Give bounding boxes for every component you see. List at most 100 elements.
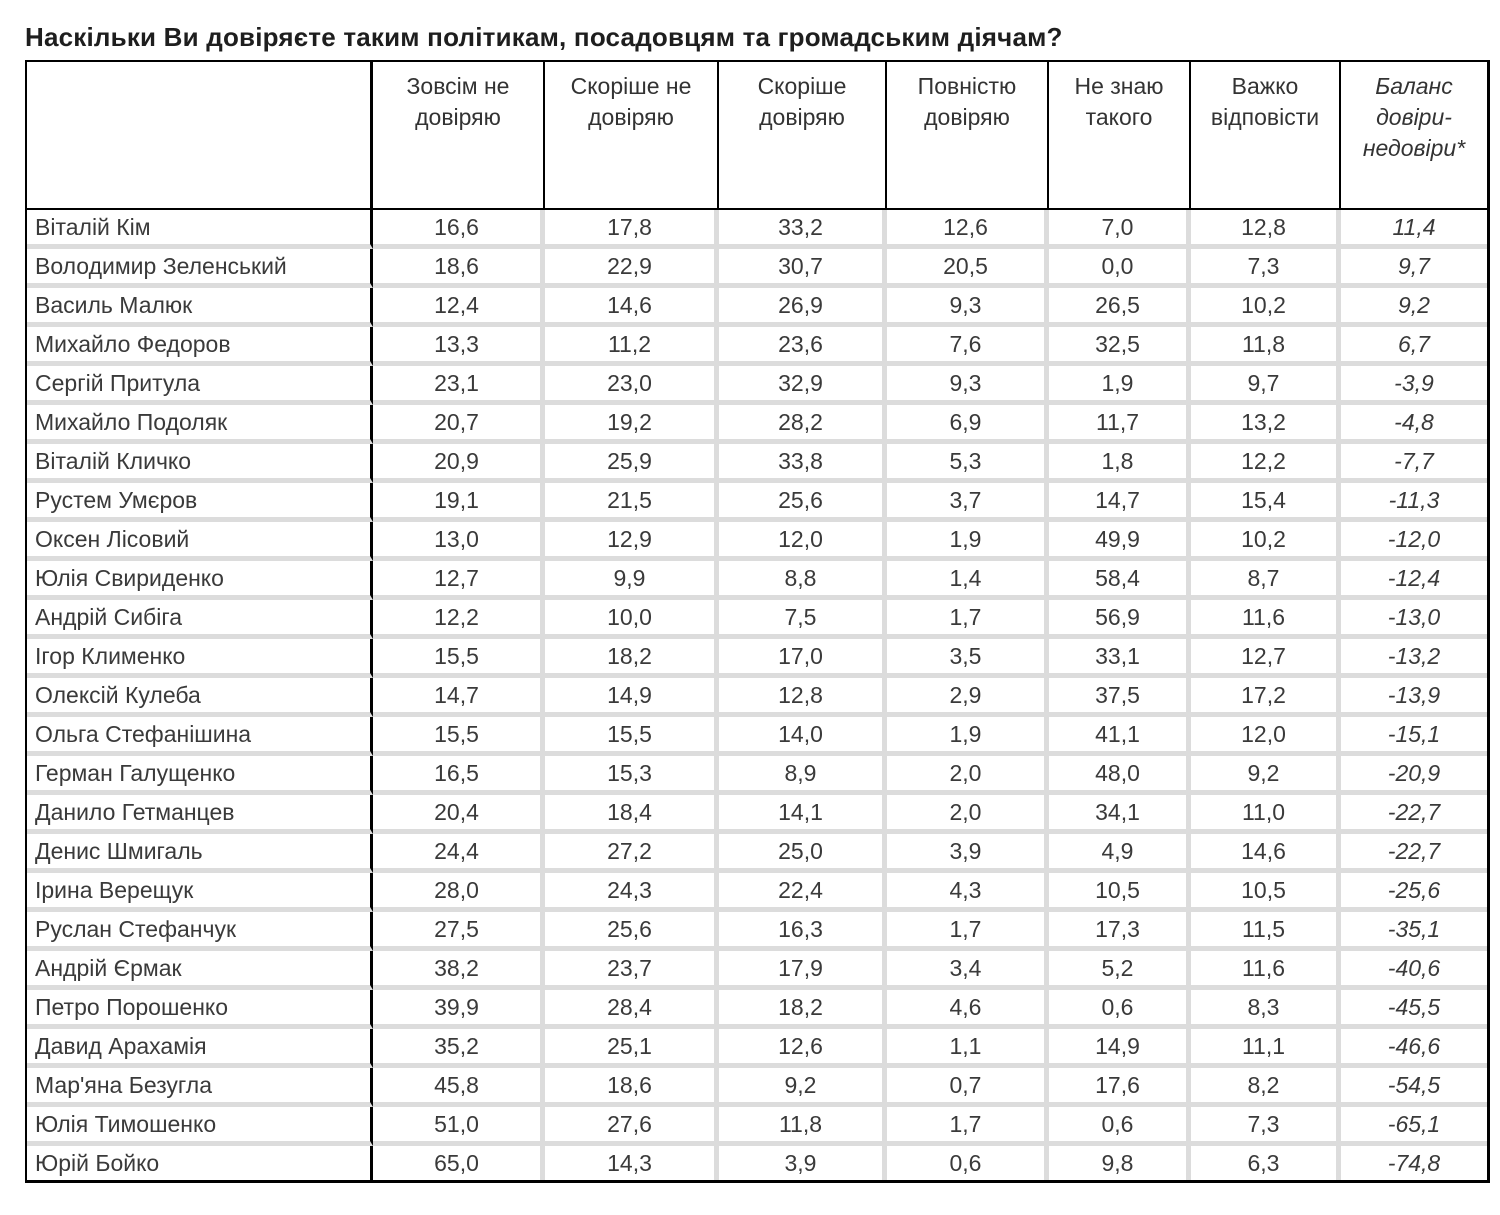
- balance-value-cell: -3,9: [1341, 366, 1487, 405]
- balance-value-cell: -11,3: [1341, 483, 1487, 522]
- value-cell: 1,8: [1049, 444, 1191, 483]
- trust-table: Зовсім не довіряю Скоріше не довіряю Скорі…: [25, 60, 1490, 1183]
- table-row: Денис Шмигаль 24,4 27,2 25,0 3,9 4,9 14,6 -22,7: [27, 834, 1487, 873]
- value-cell: 4,6: [887, 990, 1049, 1029]
- row-name: Давид Арахамія: [27, 1029, 373, 1068]
- row-name: Герман Галущенко: [27, 756, 373, 795]
- value-cell: 9,7: [1191, 366, 1341, 405]
- table-row: Руслан Стефанчук 27,5 25,6 16,3 1,7 17,3 11,5-…: [27, 912, 1487, 951]
- value-cell: 18,4: [545, 795, 719, 834]
- value-cell: 22,4: [719, 873, 887, 912]
- row-name: Віталій Кличко: [27, 444, 373, 483]
- value-cell: 14,0: [719, 717, 887, 756]
- balance-value-cell: -40,6: [1341, 951, 1487, 990]
- value-cell: 0,6: [887, 1146, 1049, 1180]
- balance-value-cell: -4,8: [1341, 405, 1487, 444]
- value-cell: 28,0: [373, 873, 545, 912]
- value-cell: 14,9: [1049, 1029, 1191, 1068]
- value-cell: 8,2: [1191, 1068, 1341, 1107]
- balance-value-cell: -22,7: [1341, 795, 1487, 834]
- value-cell: 18,6: [545, 1068, 719, 1107]
- value-cell: 28,4: [545, 990, 719, 1029]
- table-row: Володимир Зеленський 18,6 22,9 30,7 20,5 0,0 7…: [27, 249, 1487, 288]
- value-cell: 11,6: [1191, 600, 1341, 639]
- value-cell: 58,4: [1049, 561, 1191, 600]
- value-cell: 9,3: [887, 288, 1049, 327]
- value-cell: 10,2: [1191, 522, 1341, 561]
- value-cell: 9,2: [1191, 756, 1341, 795]
- value-cell: 18,2: [545, 639, 719, 678]
- balance-value-cell: -13,0: [1341, 600, 1487, 639]
- table-row: Михайло Федоров 13,3 11,2 23,6 7,6 32,5 11,8 6,…: [27, 327, 1487, 366]
- row-name: Юлія Тимошенко: [27, 1107, 373, 1146]
- row-name: Михайло Подоляк: [27, 405, 373, 444]
- row-name: Володимир Зеленський: [27, 249, 373, 288]
- value-cell: 11,6: [1191, 951, 1341, 990]
- value-cell: 1,7: [887, 1107, 1049, 1146]
- value-cell: 23,6: [719, 327, 887, 366]
- table-row: Юлія Тимошенко 51,0 27,6 11,8 1,7 0,6 7,3 -65,1: [27, 1107, 1487, 1146]
- table-row: Юлія Свириденко 12,7 9,9 8,8 1,4 58,4 8,7 -12,4: [27, 561, 1487, 600]
- table-row: Андрій Єрмак 38,2 23,7 17,9 3,4 5,2 11,6 -40,6: [27, 951, 1487, 990]
- value-cell: 14,7: [1049, 483, 1191, 522]
- value-cell: 4,3: [887, 873, 1049, 912]
- value-cell: 18,6: [373, 249, 545, 288]
- value-cell: 21,5: [545, 483, 719, 522]
- value-cell: 12,2: [1191, 444, 1341, 483]
- table-row: Віталій Кличко 20,9 25,9 33,8 5,3 1,8 12,2 -7,7: [27, 444, 1487, 483]
- balance-value-cell: -54,5: [1341, 1068, 1487, 1107]
- row-name: Рустем Умєров: [27, 483, 373, 522]
- value-cell: 20,7: [373, 405, 545, 444]
- balance-value-cell: -22,7: [1341, 834, 1487, 873]
- balance-value-cell: -12,4: [1341, 561, 1487, 600]
- table-row: Сергій Притула 23,1 23,0 32,9 9,3 1,9 9,7 -3,9: [27, 366, 1487, 405]
- value-cell: 3,9: [719, 1146, 887, 1180]
- table-row: Рустем Умєров 19,1 21,5 25,6 3,7 14,7 15,4 -11,…: [27, 483, 1487, 522]
- column-header: Зовсім не довіряю: [373, 62, 545, 210]
- value-cell: 32,5: [1049, 327, 1191, 366]
- value-cell: 33,1: [1049, 639, 1191, 678]
- value-cell: 9,8: [1049, 1146, 1191, 1180]
- column-header: Скоріше не довіряю: [545, 62, 719, 210]
- row-name: Олексій Кулеба: [27, 678, 373, 717]
- value-cell: 14,9: [545, 678, 719, 717]
- corner-header-cell: [27, 62, 373, 210]
- balance-value-cell: -15,1: [1341, 717, 1487, 756]
- value-cell: 22,9: [545, 249, 719, 288]
- balance-value-cell: -35,1: [1341, 912, 1487, 951]
- balance-value-cell: -25,6: [1341, 873, 1487, 912]
- value-cell: 49,9: [1049, 522, 1191, 561]
- balance-value-cell: 11,4: [1341, 210, 1487, 249]
- balance-value-cell: 9,7: [1341, 249, 1487, 288]
- value-cell: 5,3: [887, 444, 1049, 483]
- value-cell: 8,9: [719, 756, 887, 795]
- balance-value-cell: -74,8: [1341, 1146, 1487, 1180]
- value-cell: 11,2: [545, 327, 719, 366]
- value-cell: 7,5: [719, 600, 887, 639]
- value-cell: 8,7: [1191, 561, 1341, 600]
- value-cell: 8,3: [1191, 990, 1341, 1029]
- value-cell: 35,2: [373, 1029, 545, 1068]
- value-cell: 11,5: [1191, 912, 1341, 951]
- value-cell: 7,3: [1191, 1107, 1341, 1146]
- value-cell: 12,0: [1191, 717, 1341, 756]
- column-header: Важко відповісти: [1191, 62, 1341, 210]
- value-cell: 18,2: [719, 990, 887, 1029]
- value-cell: 10,5: [1191, 873, 1341, 912]
- row-name: Мар'яна Безугла: [27, 1068, 373, 1107]
- column-header: Баланс довіри-недовіри*: [1341, 62, 1487, 210]
- value-cell: 25,9: [545, 444, 719, 483]
- value-cell: 17,0: [719, 639, 887, 678]
- value-cell: 7,0: [1049, 210, 1191, 249]
- value-cell: 27,5: [373, 912, 545, 951]
- value-cell: 12,8: [1191, 210, 1341, 249]
- value-cell: 14,6: [545, 288, 719, 327]
- value-cell: 12,2: [373, 600, 545, 639]
- table-row: Віталій Кім 16,6 17,8 33,2 12,6 7,0 12,8 11,4: [27, 210, 1487, 249]
- table-row: Андрій Сибіга 12,2 10,0 7,5 1,7 56,9 11,6 -13,0: [27, 600, 1487, 639]
- balance-value-cell: -12,0: [1341, 522, 1487, 561]
- value-cell: 25,1: [545, 1029, 719, 1068]
- value-cell: 12,0: [719, 522, 887, 561]
- value-cell: 32,9: [719, 366, 887, 405]
- value-cell: 37,5: [1049, 678, 1191, 717]
